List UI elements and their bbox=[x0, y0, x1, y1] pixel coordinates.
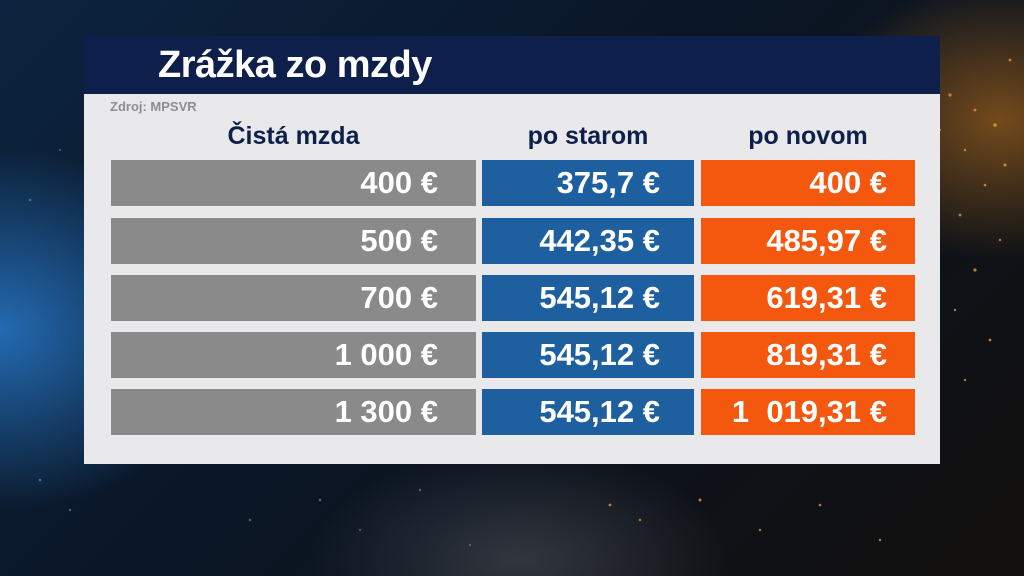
table-row: 1 000 € 545,12 € 819,31 € bbox=[84, 332, 940, 378]
table-row: 500 € 442,35 € 485,97 € bbox=[84, 218, 940, 264]
title-bar: Zrážka zo mzdy bbox=[84, 36, 940, 94]
old-deduction-cell: 545,12 € bbox=[482, 275, 694, 321]
table-row: 700 € 545,12 € 619,31 € bbox=[84, 275, 940, 321]
new-deduction-cell: 819,31 € bbox=[701, 332, 915, 378]
new-deduction-cell: 619,31 € bbox=[701, 275, 915, 321]
old-deduction-cell: 375,7 € bbox=[482, 160, 694, 206]
new-deduction-cell: 485,97 € bbox=[701, 218, 915, 264]
net-wage-cell: 1 300 € bbox=[111, 389, 476, 435]
net-wage-cell: 400 € bbox=[111, 160, 476, 206]
net-wage-cell: 700 € bbox=[111, 275, 476, 321]
source-label: Zdroj: MPSVR bbox=[110, 99, 197, 114]
table-row: 400 € 375,7 € 400 € bbox=[84, 160, 940, 206]
page-title: Zrážka zo mzdy bbox=[158, 44, 432, 86]
old-deduction-cell: 545,12 € bbox=[482, 389, 694, 435]
column-header-new: po novom bbox=[748, 122, 868, 150]
info-panel: Zrážka zo mzdy Zdroj: MPSVR Čistá mzda p… bbox=[84, 36, 940, 464]
old-deduction-cell: 442,35 € bbox=[482, 218, 694, 264]
net-wage-cell: 500 € bbox=[111, 218, 476, 264]
net-wage-cell: 1 000 € bbox=[111, 332, 476, 378]
new-deduction-cell: 1 019,31 € bbox=[701, 389, 915, 435]
table-row: 1 300 € 545,12 € 1 019,31 € bbox=[84, 389, 940, 435]
new-deduction-cell: 400 € bbox=[701, 160, 915, 206]
old-deduction-cell: 545,12 € bbox=[482, 332, 694, 378]
column-header-net-wage: Čistá mzda bbox=[227, 122, 360, 150]
column-header-old: po starom bbox=[527, 122, 649, 150]
